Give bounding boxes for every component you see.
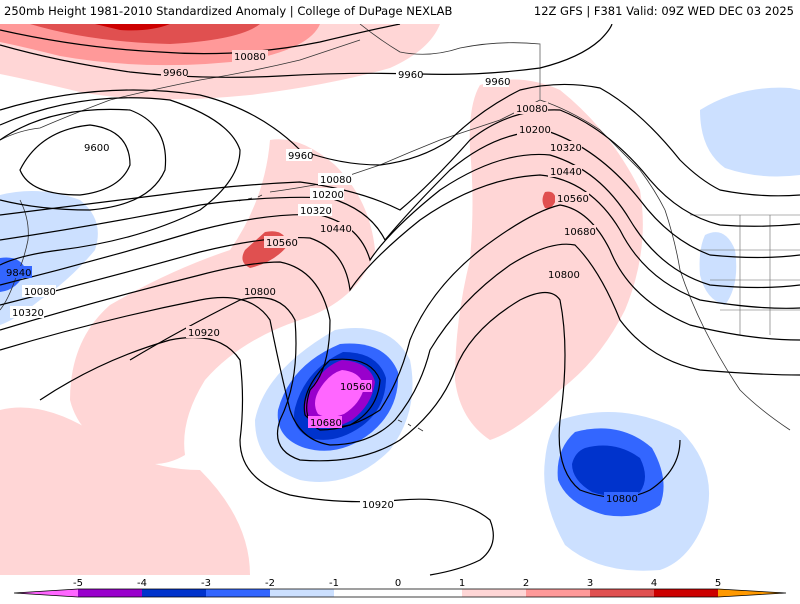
contour-10680-center	[0, 243, 800, 446]
contour-10080-center	[0, 109, 800, 227]
contour-label: 10560	[340, 382, 372, 393]
anomaly-positive-north-max	[30, 24, 260, 44]
contour-label: 9960	[288, 151, 313, 162]
colorbar-seg-pos3	[590, 589, 654, 597]
contour-label: 9960	[163, 68, 188, 79]
aleutian-chain	[238, 181, 331, 202]
anomaly-negative-west	[0, 191, 98, 325]
anomaly-positive-southwest	[0, 407, 250, 575]
colorbar-tick: 0	[395, 578, 401, 589]
contour-10920-center	[39, 336, 494, 576]
contour-label: 10680	[564, 227, 596, 238]
contour-label: 10800	[606, 494, 638, 505]
contour-10440-center	[0, 174, 800, 309]
contour-9720	[0, 108, 167, 211]
contour-label: 9960	[485, 77, 510, 88]
contour-label: 10800	[244, 287, 276, 298]
contour-10320-center	[0, 153, 800, 289]
colorbar-seg-pos2	[526, 589, 590, 597]
colorbar-svg: -5 -4 -3 -2 -1 0 1 2 3 4 5	[13, 578, 787, 598]
anomaly-positive-central	[70, 139, 375, 465]
us-borders	[690, 214, 800, 335]
valid-time: 12Z GFS | F381 Valid: 09Z WED DEC 03 202…	[533, 4, 794, 18]
anomaly-shading	[0, 24, 800, 575]
anomaly-positive-east	[455, 79, 643, 440]
contour-label: 10080	[234, 52, 266, 63]
colorbar-tick: 5	[715, 578, 721, 589]
colorbar-segments	[13, 588, 787, 598]
contour-10800-center	[129, 291, 681, 499]
colorbar-tick: -3	[201, 578, 211, 589]
map-header: 250mb Height 1981-2010 Standardized Anom…	[0, 0, 800, 24]
contour-label: 10320	[12, 308, 44, 319]
contour-9600-low	[19, 124, 131, 196]
contour-label: 10080	[24, 287, 56, 298]
colorbar-tick: -2	[265, 578, 275, 589]
colorbar-arrow-right	[718, 589, 786, 597]
anomaly-negative-southeast-3	[572, 445, 645, 496]
contour-label: 10560	[266, 238, 298, 249]
contour-label: 10800	[548, 270, 580, 281]
contour-9960-north	[0, 23, 613, 78]
contour-label: 10080	[320, 175, 352, 186]
colorbar-tick: -5	[73, 578, 83, 589]
contour-10080-top	[0, 23, 401, 55]
contour-label: 10440	[320, 224, 352, 235]
colorbar-tick: 4	[651, 578, 657, 589]
colorbar-seg-zero	[334, 589, 462, 597]
map-title: 250mb Height 1981-2010 Standardized Anom…	[4, 4, 453, 18]
colorbar-seg-neg3	[142, 589, 206, 597]
colorbar-tick: -4	[137, 578, 147, 589]
nw-coastline	[539, 99, 791, 431]
contour-label: 10320	[300, 206, 332, 217]
colorbar-outline	[13, 588, 787, 598]
siberia-coastline	[0, 39, 361, 141]
contour-9840	[0, 97, 241, 266]
anomaly-positive-east-core	[542, 191, 556, 209]
contour-label: 10200	[519, 125, 551, 136]
japan-coastline	[0, 199, 29, 311]
colorbar-tick: 2	[523, 578, 529, 589]
map-svg: 10080 9960 9960 9960 9600 9960 10080 102…	[0, 23, 800, 576]
contour-label: 9600	[84, 143, 109, 154]
contour-9960-center	[0, 83, 800, 197]
contour-low-inner	[303, 358, 381, 428]
contour-label: 10920	[188, 328, 220, 339]
colorbar-seg-neg4	[78, 589, 142, 597]
contour-label: 9840	[6, 268, 31, 279]
contour-label: 10080	[516, 104, 548, 115]
hawaii-islands	[397, 419, 424, 432]
contour-10200-center	[0, 131, 800, 259]
colorbar-tick: 3	[587, 578, 593, 589]
contour-label: 10200	[312, 190, 344, 201]
contour-label: 10680	[310, 418, 342, 429]
contour-label: 10560	[557, 194, 589, 205]
anomaly-negative-northeast-2	[699, 232, 737, 305]
colorbar-arrow-left	[14, 589, 78, 597]
colorbar-ticks: -5 -4 -3 -2 -1 0 1 2 3 4 5	[73, 578, 721, 589]
colorbar-seg-neg2	[206, 589, 270, 597]
height-contours	[0, 23, 800, 576]
contour-label: 10320	[550, 143, 582, 154]
colorbar-seg-pos4	[654, 589, 718, 597]
colorbar-seg-pos1	[462, 589, 526, 597]
contour-10560-center	[0, 204, 800, 431]
anomaly-negative-northeast	[700, 87, 800, 177]
colorbar-tick: 1	[459, 578, 465, 589]
colorbar-seg-neg1	[270, 589, 334, 597]
contour-labels: 10080 9960 9960 9960 9600 9960 10080 102…	[4, 50, 638, 511]
colorbar-tick: -1	[329, 578, 339, 589]
colorbar: -5 -4 -3 -2 -1 0 1 2 3 4 5	[0, 576, 800, 600]
contour-label: 9960	[398, 70, 423, 81]
coastlines	[0, 23, 800, 432]
weather-map: 10080 9960 9960 9960 9600 9960 10080 102…	[0, 23, 800, 576]
contour-label: 10920	[362, 500, 394, 511]
contour-label: 10440	[550, 167, 582, 178]
anomaly-positive-north-peak	[95, 24, 170, 31]
